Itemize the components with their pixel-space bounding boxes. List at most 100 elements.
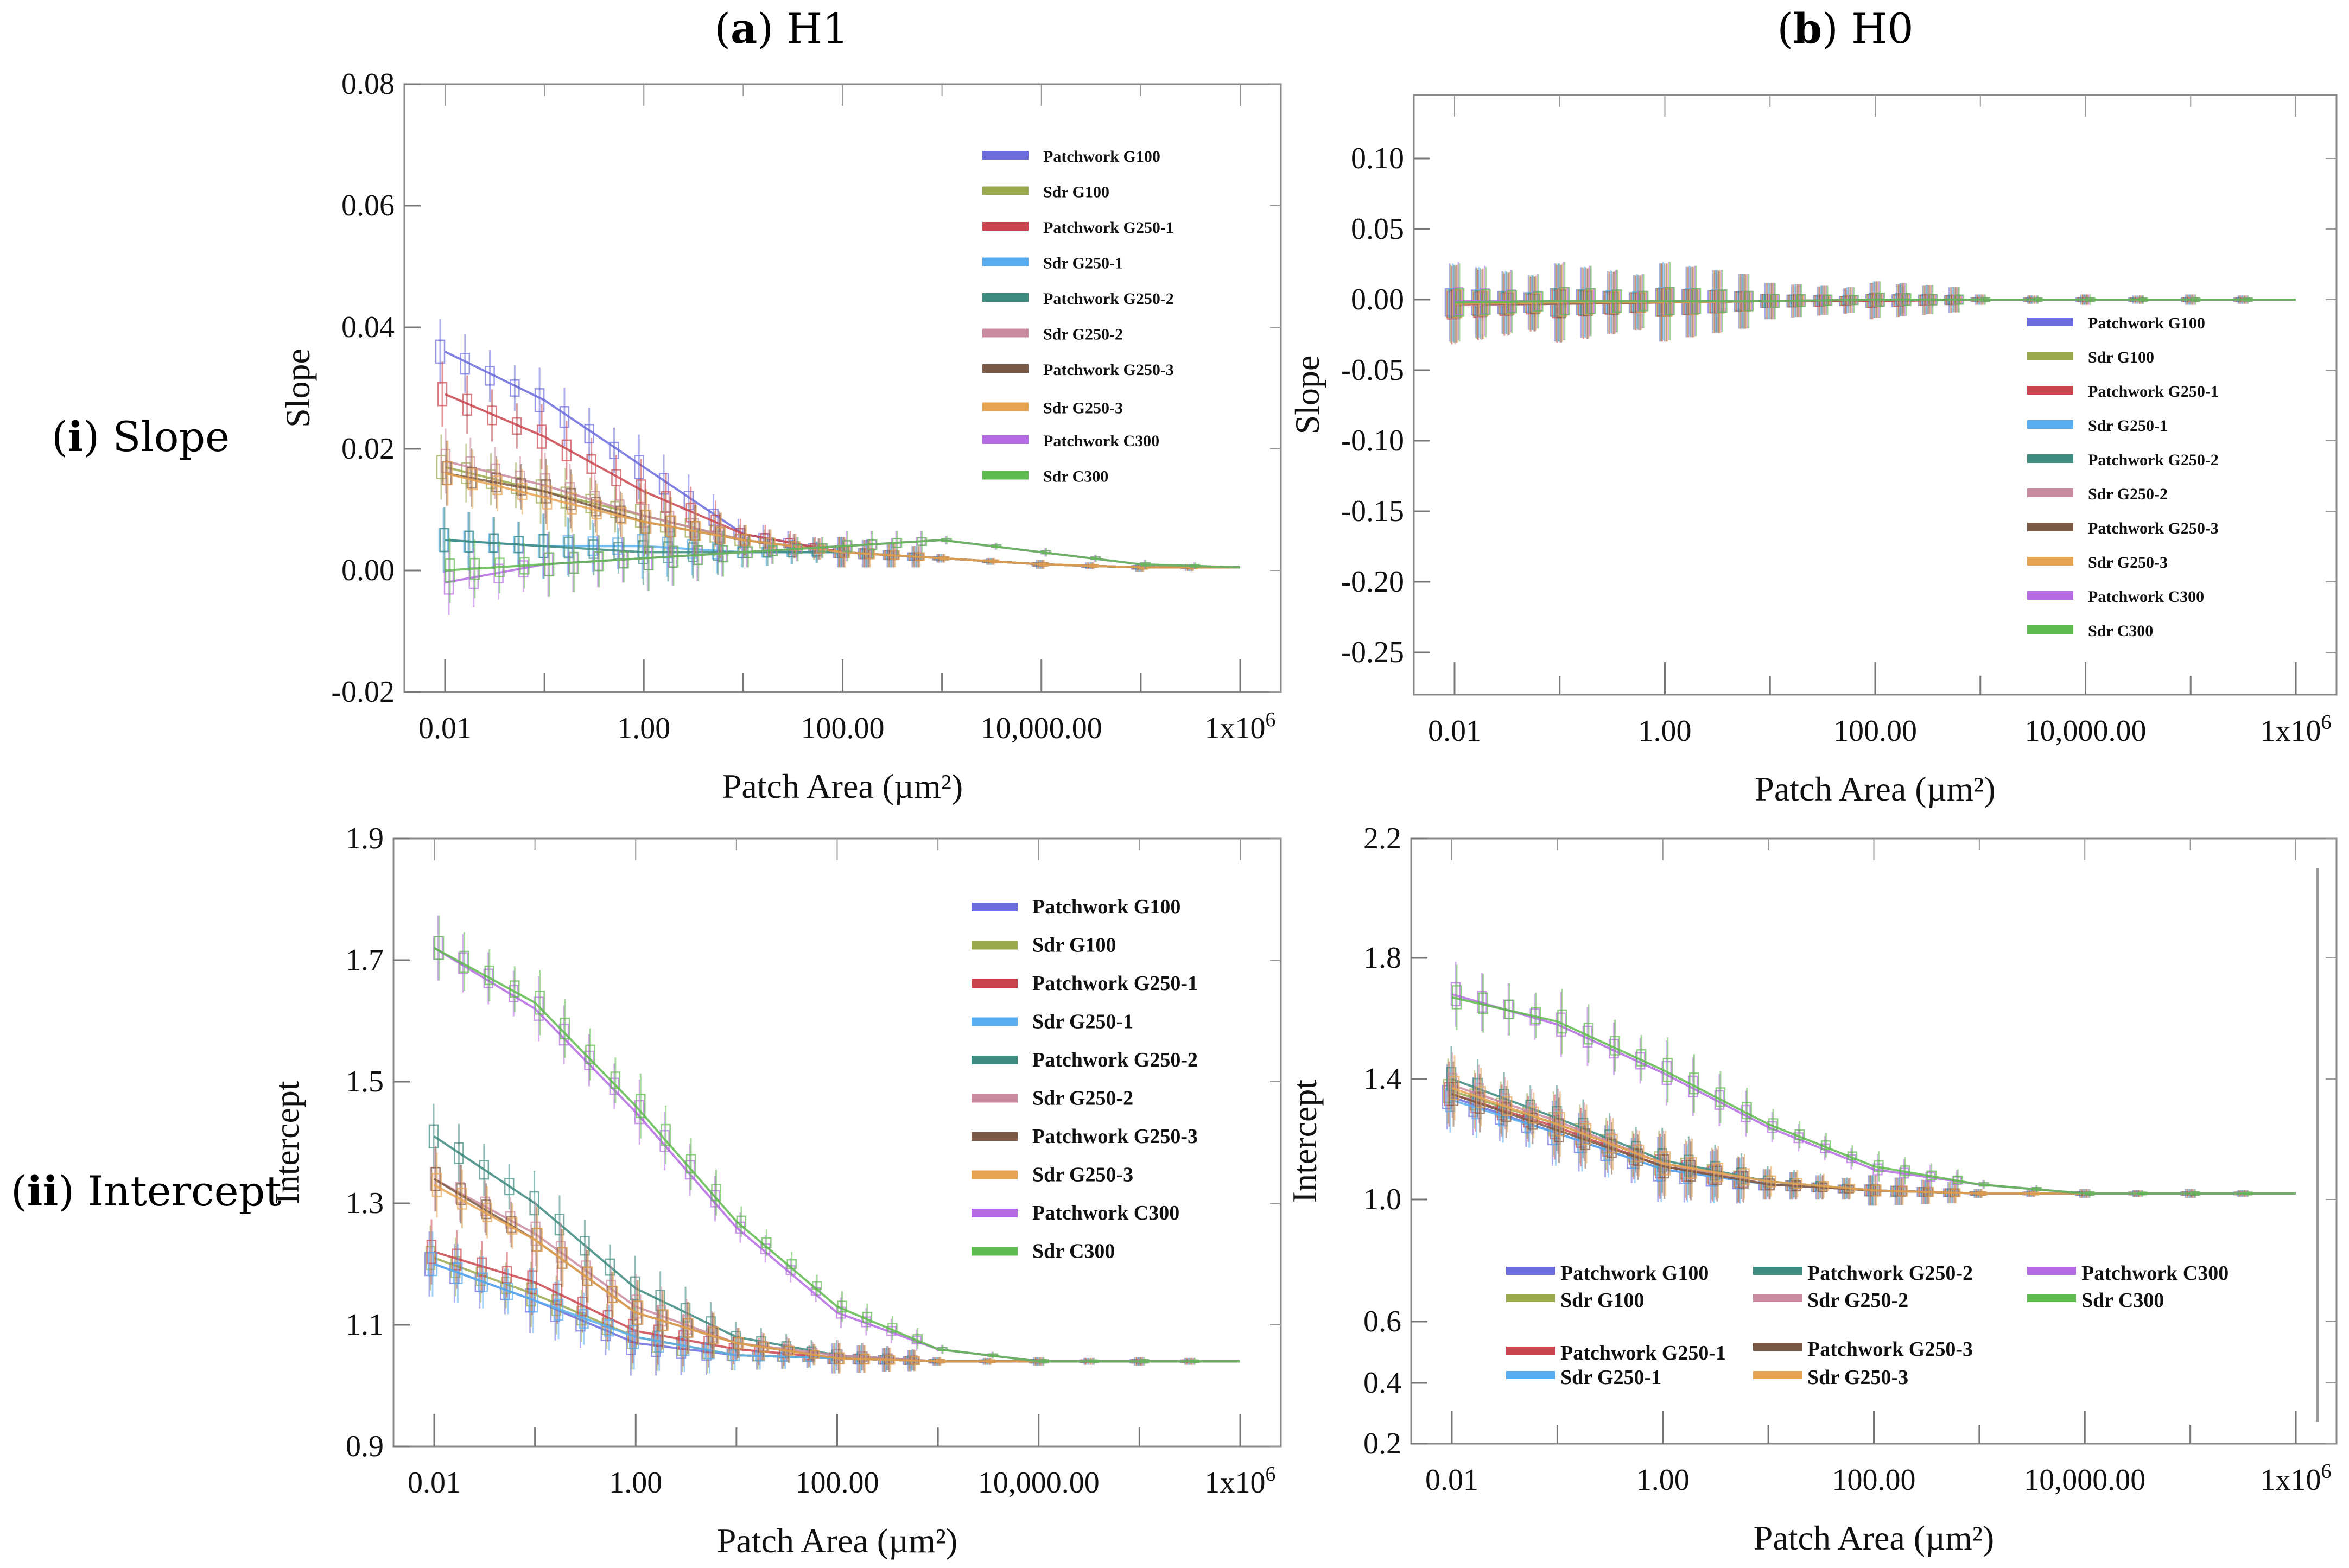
box-marker	[630, 1276, 640, 1301]
x-tick-label: 1x106	[2261, 711, 2332, 748]
box-marker	[435, 339, 446, 364]
legend-label: Sdr G250-3	[1043, 399, 1123, 417]
x-tick-exponent: 6	[2321, 1460, 2332, 1483]
box-marker	[1691, 288, 1702, 314]
y-tick-label: 0.4	[1363, 1366, 1401, 1400]
y-tick-label: 1.4	[1363, 1062, 1401, 1096]
box-marker	[608, 1286, 619, 1303]
box-marker	[911, 1335, 922, 1345]
box-marker	[1951, 1188, 1961, 1197]
box-marker	[681, 1315, 692, 1335]
box-marker	[479, 1160, 490, 1180]
box-marker	[2190, 1191, 2200, 1196]
box-marker	[1501, 1102, 1512, 1122]
x-tick-label: 1.00	[1639, 714, 1692, 748]
box-marker	[442, 461, 453, 486]
box-marker	[1553, 1109, 1563, 1133]
x-tick-label: 1.00	[617, 712, 670, 745]
box-marker	[1472, 1077, 1483, 1100]
box-marker	[1556, 289, 1566, 319]
box-marker	[1792, 1178, 1802, 1189]
box-marker	[1659, 1154, 1669, 1179]
legend-label: Sdr G100	[2088, 348, 2154, 366]
box-marker	[1715, 1087, 1726, 1107]
box-marker	[942, 537, 952, 543]
box-marker	[1845, 1184, 1856, 1193]
legend-label: Patchwork C300	[2081, 1262, 2229, 1285]
box-marker	[1743, 290, 1754, 312]
box-marker	[661, 1123, 671, 1146]
box-marker	[1634, 1145, 1645, 1163]
box-marker	[658, 1309, 669, 1331]
box-marker	[1525, 1100, 1536, 1118]
box-marker	[860, 1353, 871, 1365]
box-marker	[1717, 289, 1728, 313]
box-marker	[734, 1337, 745, 1349]
chart-intercept-h1: 0.01 1.00 100.00 10,000.00 1x106 0.9 1.1 1.3 1.5…	[268, 822, 1282, 1560]
box-marker	[605, 1258, 615, 1276]
box-marker	[833, 1349, 843, 1362]
x-tick-label: 1x106	[2261, 1460, 2332, 1497]
box-marker	[684, 1160, 695, 1180]
legend-label: Sdr G250-2	[1807, 1289, 1908, 1312]
chart-slope-h0: 0.01 1.00 100.00 10,000.00 1x106 -0.25 -0.20 -0…	[1288, 94, 2338, 808]
box-marker	[1768, 1118, 1779, 1131]
box-marker	[917, 537, 928, 546]
legend-label: Sdr G250-2	[1043, 326, 1123, 344]
box-marker	[1091, 556, 1101, 561]
box-marker	[1139, 1359, 1150, 1364]
legend-swatch	[972, 979, 1018, 988]
box-marker	[1608, 1134, 1618, 1154]
y-tick-label: 1.3	[346, 1186, 384, 1220]
box-marker	[1662, 1058, 1673, 1082]
box-marker	[939, 556, 950, 561]
y-tick-label: 0.04	[341, 310, 395, 344]
legend-label: Patchwork G250-3	[1032, 1125, 1198, 1148]
box-marker	[1481, 289, 1491, 315]
box-marker	[811, 1281, 822, 1290]
box-marker	[1583, 289, 1594, 316]
box-marker	[1450, 982, 1461, 1007]
box-marker	[709, 1326, 719, 1344]
box-marker	[885, 1355, 896, 1365]
box-marker	[636, 1094, 646, 1119]
box-marker	[445, 558, 455, 583]
box-marker	[1528, 1106, 1539, 1124]
box-marker	[567, 492, 577, 515]
box-marker	[693, 545, 704, 566]
legend-label: Sdr G250-2	[1032, 1087, 1133, 1110]
chart-slope-h1: 0.01 1.00 100.00 10,000.00 1x106 -0.02 0.00 0.0…	[278, 67, 1282, 805]
box-marker	[1901, 293, 1912, 306]
box-marker	[430, 1166, 441, 1191]
x-tick-label: 100.00	[796, 1466, 879, 1500]
legend-swatch	[2027, 488, 2073, 497]
box-marker	[716, 526, 726, 544]
box-marker	[619, 551, 629, 569]
box-marker	[481, 1199, 492, 1220]
legend-label: Sdr C300	[2088, 622, 2153, 640]
box-marker	[710, 1190, 720, 1208]
y-tick-label: 0.10	[1351, 142, 1404, 175]
box-marker	[1712, 1165, 1723, 1185]
y-tick-label: -0.05	[1341, 353, 1404, 387]
box-marker	[988, 1353, 999, 1357]
box-marker	[512, 417, 522, 435]
box-marker	[558, 1024, 569, 1046]
box-marker	[1189, 1359, 1200, 1363]
legend-label: Patchwork G100	[1560, 1262, 1709, 1285]
box-marker	[1581, 1123, 1592, 1145]
box-marker	[483, 968, 494, 988]
box-marker	[689, 518, 700, 538]
legend-swatch	[982, 257, 1029, 266]
box-marker	[606, 1279, 617, 1297]
legend-label: Sdr C300	[1032, 1240, 1115, 1263]
box-marker	[792, 544, 803, 554]
box-marker	[1454, 288, 1465, 317]
y-axis-label: Slope	[1288, 356, 1326, 435]
box-marker	[1796, 294, 1806, 307]
box-marker	[529, 1191, 539, 1216]
legend-label: Patchwork G250-2	[1032, 1049, 1198, 1071]
box-marker	[555, 1241, 566, 1263]
box-marker	[1874, 1160, 1884, 1172]
